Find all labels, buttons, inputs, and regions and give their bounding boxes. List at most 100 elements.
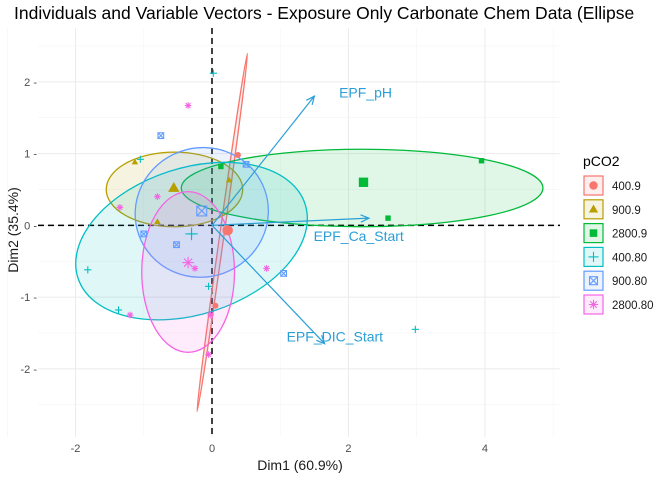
point-900.80-box [140, 230, 148, 238]
chart-title: Individuals and Variable Vectors - Expos… [14, 3, 634, 23]
y-tick-label: 1 - [24, 149, 37, 161]
x-tick-label: 0 [209, 443, 215, 455]
legend-entry-900.80: 900.80 [583, 270, 647, 291]
point-400.9 [234, 152, 241, 159]
y-tick-label: -1 - [21, 292, 38, 304]
point-2800.80 [184, 102, 192, 109]
point-2800.80 [116, 204, 124, 211]
legend-symbol-400.9 [589, 181, 598, 190]
x-tick-label: 4 [482, 443, 488, 455]
legend-entry-2800.80: 2800.80 [583, 294, 654, 315]
x-tick-label: 2 [345, 443, 351, 455]
point-900.80-d2 [140, 230, 148, 238]
legend-label-2800.80: 2800.80 [612, 300, 654, 312]
point-400.80 [114, 306, 123, 314]
point-2800.80 [154, 193, 161, 200]
x-tick-label: -2 [71, 443, 81, 455]
legend-entry-400.80: 400.80 [583, 246, 647, 267]
legend-label-2800.9: 2800.9 [612, 229, 647, 241]
y-tick-label: 0 - [24, 220, 37, 232]
legend-label-900.9: 900.9 [612, 205, 641, 217]
x-axis-title: Dim1 (60.9%) [257, 457, 343, 473]
x-axis-ticks: -2 0 2 4 [71, 443, 488, 455]
point-400.80 [411, 325, 419, 333]
point-2800.80-arm3 [263, 265, 270, 272]
vector-arrowhead-EPF_DIC_Start [316, 335, 326, 345]
vector-EPF_Ca_Start [211, 217, 369, 226]
vector-label-EPF_pH: EPF_pH [339, 85, 392, 101]
point-400.9 [212, 302, 219, 309]
centroid-400.80 [185, 227, 198, 241]
point-2800.9 [478, 158, 485, 164]
point-2800.80 [263, 265, 270, 272]
point-900.80-box [157, 132, 165, 140]
point-900.80-box [280, 269, 288, 277]
legend-label-400.9: 400.9 [612, 181, 641, 193]
variable-vectors: EPF_pH EPF_Ca_Start EPF_DIC_Start [211, 85, 404, 345]
centroid-2800.80-arm3 [183, 258, 193, 268]
centroid-900.80-d2 [196, 205, 208, 217]
point-900.80 [280, 269, 288, 277]
vector-EPF_pH [211, 95, 315, 226]
legend-title: pCO2 [583, 153, 620, 169]
ellipse-900.80 [134, 146, 270, 278]
point-900.80 [242, 160, 250, 168]
point-400.80 [204, 282, 213, 290]
point-2800.80-arm3 [205, 351, 212, 358]
point-900.80 [140, 230, 148, 238]
vector-label-EPF_DIC_Start: EPF_DIC_Start [287, 329, 384, 345]
legend-symbol-900.80-box [588, 276, 599, 286]
legend-entry-900.9: 900.9 [583, 199, 641, 220]
vector-EPF_DIC_Start [211, 224, 326, 345]
legend-symbol-400.80 [588, 251, 599, 262]
point-2800.9 [218, 163, 224, 170]
point-900.9 [154, 218, 161, 224]
centroid-900.80-box [196, 205, 208, 217]
point-2800.80-arm3 [127, 312, 133, 318]
y-axis-ticks: -2 - -1 - 0 - 1 - 2 - [21, 77, 38, 376]
centroid-900.9 [168, 182, 180, 192]
point-900.9 [131, 158, 139, 165]
legend-symbol-2800.80-arm3 [589, 300, 598, 309]
vector-arrowhead-EPF_pH [306, 95, 316, 106]
y-tick-label: 2 - [24, 77, 37, 89]
point-2800.80 [126, 311, 134, 319]
ellipse-2800.80 [141, 190, 236, 353]
minor-gridlines [6, 28, 560, 437]
centroid-900.80 [196, 205, 208, 217]
point-400.80 [209, 69, 217, 77]
point-2800.80 [191, 265, 199, 272]
legend-entry-2800.9: 2800.9 [583, 223, 647, 244]
legend-entry-400.9: 400.9 [583, 175, 641, 196]
point-2800.80-arm3 [185, 102, 191, 109]
legend-symbol-2800.80 [588, 299, 599, 310]
point-2800.80 [205, 351, 212, 358]
point-900.80 [173, 241, 180, 249]
legend-label-400.80: 400.80 [612, 252, 647, 264]
point-900.80 [157, 132, 165, 140]
point-2800.80-arm3 [117, 204, 123, 211]
legend-label-900.80: 900.80 [612, 276, 647, 288]
point-2800.9 [385, 215, 391, 221]
point-2800.80-arm3 [207, 312, 214, 318]
y-axis-title: Dim2 (35.4%) [5, 187, 21, 273]
vector-label-EPF_Ca_Start: EPF_Ca_Start [314, 228, 404, 244]
point-900.80-d2 [242, 161, 250, 168]
ellipse-400.80 [75, 161, 308, 321]
legend-symbol-900.9 [588, 204, 599, 213]
point-900.80-box [173, 241, 180, 249]
ellipse-2800.9 [180, 148, 544, 228]
individual-points [84, 69, 485, 358]
legend-symbol-900.80 [588, 276, 599, 286]
point-400.80 [84, 266, 92, 274]
point-900.9 [225, 176, 233, 183]
point-900.80-d2 [173, 241, 180, 248]
legend-symbol-2800.9 [589, 229, 598, 237]
point-900.80-box [242, 160, 250, 168]
point-2800.80-arm3 [192, 265, 198, 272]
zero-reference-lines [38, 28, 560, 437]
point-2800.80 [207, 311, 214, 319]
point-400.80 [136, 155, 144, 163]
legend: pCO2 400.9 900.9 2800.9 400.80 900.80 2800.80 [583, 153, 654, 315]
